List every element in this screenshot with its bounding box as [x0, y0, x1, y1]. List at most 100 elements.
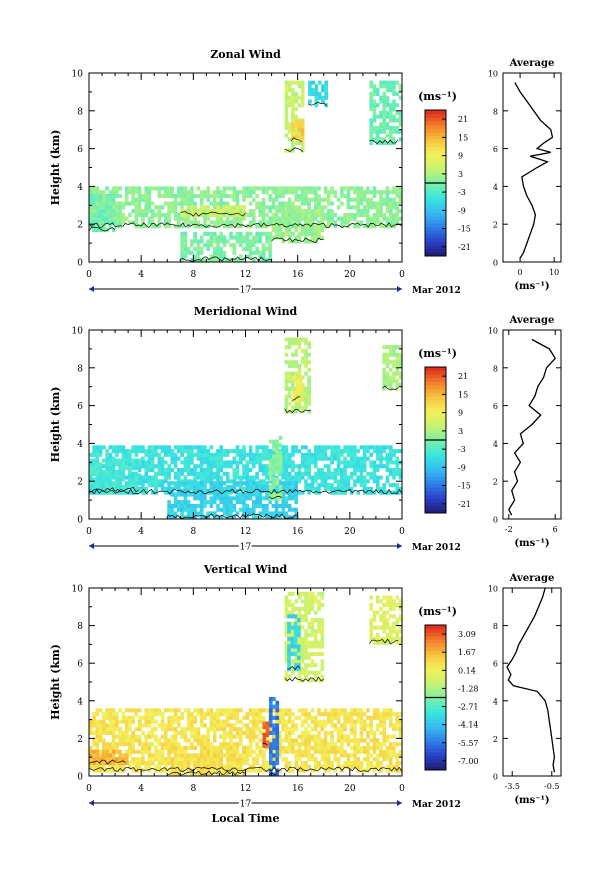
heatmap-cell	[274, 231, 279, 236]
heatmap-cell	[362, 464, 367, 469]
heatmap-cell	[212, 190, 217, 195]
heatmap-cell	[141, 216, 145, 221]
heatmap-cell	[372, 224, 377, 229]
heatmap-cell	[265, 220, 269, 225]
heatmap-cell	[294, 120, 298, 125]
heatmap-cell	[147, 209, 152, 214]
heatmap-cell	[164, 761, 168, 766]
heatmap-cell	[287, 99, 292, 104]
heatmap-cell	[287, 730, 292, 735]
heatmap-cell	[239, 243, 243, 248]
heatmap-cell	[330, 201, 334, 206]
heatmap-cell	[330, 186, 334, 191]
y-tick-label: 6	[77, 402, 83, 412]
heatmap-cell	[284, 224, 289, 229]
heatmap-cell	[193, 761, 197, 766]
heatmap-cell	[170, 723, 175, 728]
heatmap-cell	[307, 367, 311, 372]
heatmap-cell	[297, 591, 302, 596]
heatmap-cell	[183, 507, 188, 512]
heatmap-cell	[300, 625, 305, 630]
heatmap-cell	[95, 757, 100, 762]
heatmap-cell	[212, 239, 217, 244]
heatmap-cell	[219, 500, 223, 505]
heatmap-cell	[336, 712, 341, 717]
heatmap-cell	[287, 88, 292, 93]
heatmap-cell	[209, 209, 214, 214]
heatmap-cell	[115, 768, 119, 773]
heatmap-cell	[216, 258, 220, 263]
heatmap-cell	[206, 730, 210, 735]
heatmap-cell	[219, 745, 223, 750]
heatmap-cell	[327, 468, 331, 473]
heatmap-cell	[216, 757, 220, 762]
heatmap-cell	[265, 764, 269, 769]
heatmap-cell	[265, 468, 269, 473]
heatmap-cell	[398, 356, 403, 361]
heatmap-cell	[121, 761, 126, 766]
heatmap-cell	[212, 738, 217, 743]
heatmap-cell	[307, 715, 311, 720]
heatmap-cell	[343, 761, 347, 766]
heatmap-cell	[294, 186, 298, 191]
heatmap-cell	[307, 205, 311, 210]
heatmap-cell	[382, 224, 386, 229]
day-bar-arrow	[89, 543, 94, 549]
y-tick-label: 0	[77, 773, 83, 783]
heatmap-cell	[307, 753, 311, 758]
heatmap-cell	[294, 190, 298, 195]
heatmap-cell	[346, 475, 351, 480]
heatmap-cell	[173, 503, 178, 508]
heatmap-cell	[111, 730, 116, 735]
heatmap-cell	[375, 599, 380, 604]
heatmap-cell	[320, 475, 325, 480]
heatmap-cell	[340, 490, 344, 495]
heatmap-cell	[275, 447, 280, 452]
heatmap-cell	[375, 464, 380, 469]
heatmap-cell	[346, 761, 351, 766]
heatmap-cell	[229, 503, 233, 508]
heatmap-cell	[180, 239, 184, 244]
contour-line	[271, 237, 324, 244]
heatmap-cell	[173, 452, 178, 457]
heatmap-cell	[330, 764, 334, 769]
heatmap-cell	[278, 503, 282, 508]
heatmap-cell	[375, 114, 380, 119]
heatmap-cell	[170, 460, 175, 465]
heatmap-cell	[320, 749, 325, 754]
heatmap-cell	[95, 485, 100, 490]
heatmap-cell	[164, 449, 168, 454]
heatmap-cell	[330, 471, 334, 476]
contour-line	[307, 102, 327, 106]
heatmap-cell	[203, 764, 207, 769]
heatmap-cell	[314, 745, 318, 750]
heatmap-cell	[222, 738, 227, 743]
heatmap-cell	[333, 471, 338, 476]
heatmap-cell	[366, 708, 370, 713]
heatmap-cell	[382, 103, 386, 108]
heatmap-cell	[385, 103, 390, 108]
heatmap-cell	[105, 228, 109, 233]
heatmap-cell	[297, 618, 301, 623]
heatmap-cell	[314, 761, 318, 766]
heatmap-cell	[297, 401, 302, 406]
heatmap-cell	[320, 456, 325, 461]
heatmap-cell	[362, 452, 367, 457]
heatmap-cell	[346, 190, 351, 195]
heatmap-cell	[147, 445, 152, 450]
heatmap-cell	[294, 352, 298, 357]
heatmap-cell	[310, 745, 315, 750]
heatmap-cell	[300, 190, 305, 195]
heatmap-cell	[199, 449, 204, 454]
heatmap-cell	[274, 503, 279, 508]
heatmap-cell	[317, 231, 321, 236]
heatmap-cell	[173, 216, 178, 221]
heatmap-cell	[232, 749, 237, 754]
heatmap-cell	[199, 197, 204, 202]
heatmap-cell	[186, 745, 191, 750]
heatmap-cell	[147, 197, 152, 202]
heatmap-cell	[150, 224, 155, 229]
heatmap-cell	[89, 197, 93, 202]
heatmap-cell	[356, 224, 360, 229]
heatmap-cell	[275, 734, 280, 739]
